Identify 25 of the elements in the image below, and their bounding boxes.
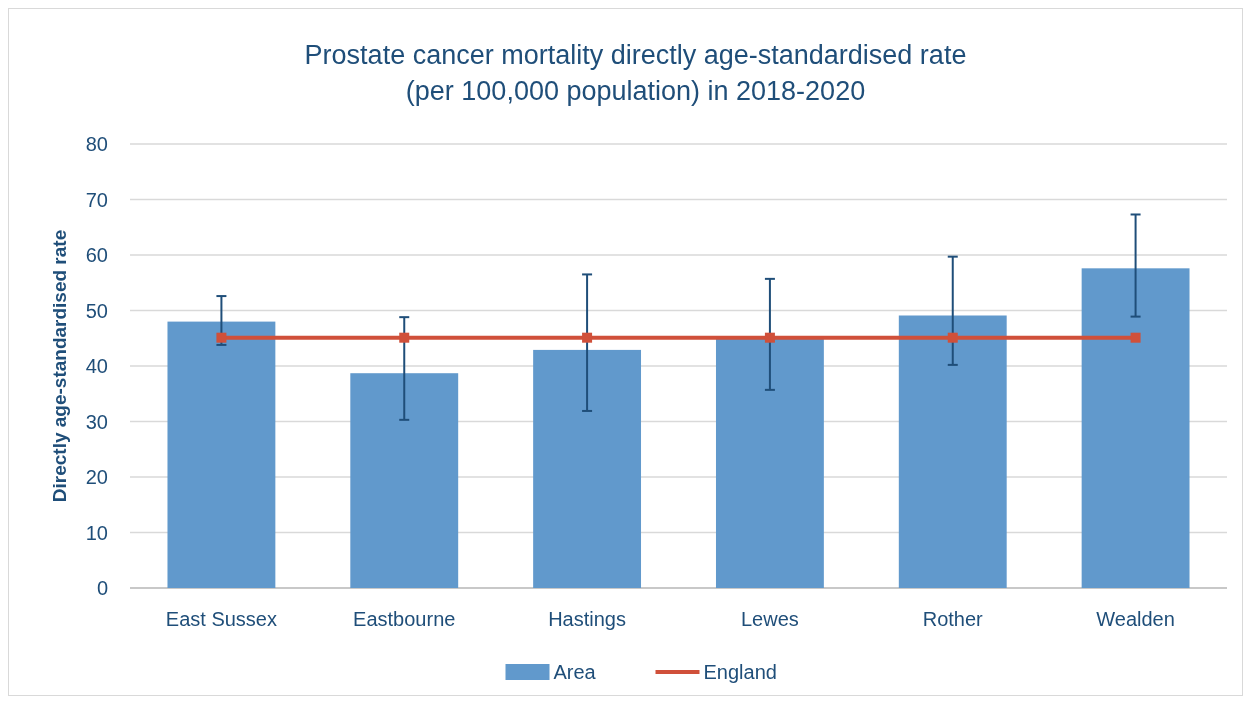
chart-title: Prostate cancer mortality directly age-standardised rate (per 100,000 population) in 2018-2020 bbox=[304, 40, 967, 106]
legend-label: England bbox=[703, 661, 777, 683]
bar bbox=[715, 338, 824, 588]
y-axis-title: Directly age-standardised rate bbox=[49, 229, 70, 503]
bar bbox=[1081, 268, 1190, 588]
x-tick-label: Lewes bbox=[741, 608, 799, 630]
bar bbox=[898, 315, 1007, 588]
y-tick-label: 80 bbox=[85, 133, 108, 155]
y-tick-label: 70 bbox=[85, 188, 108, 211]
y-tick-label: 60 bbox=[85, 244, 108, 266]
legend-label: Area bbox=[553, 661, 597, 683]
y-tick-label: 20 bbox=[85, 466, 108, 488]
y-tick-label: 10 bbox=[85, 521, 108, 544]
x-tick-label: Hastings bbox=[548, 608, 626, 630]
x-tick-label: East Sussex bbox=[165, 608, 277, 630]
x-tick-label: Eastbourne bbox=[353, 608, 456, 630]
x-tick-label: Wealden bbox=[1096, 608, 1175, 630]
x-tick-label: Rother bbox=[922, 608, 984, 630]
y-tick-label: 30 bbox=[85, 410, 108, 433]
y-tick-label: 40 bbox=[85, 355, 108, 377]
bar bbox=[350, 373, 459, 588]
bar bbox=[167, 321, 276, 588]
y-tick-label: 0 bbox=[96, 577, 108, 599]
bar bbox=[533, 349, 642, 588]
y-tick-label: 50 bbox=[85, 299, 108, 322]
